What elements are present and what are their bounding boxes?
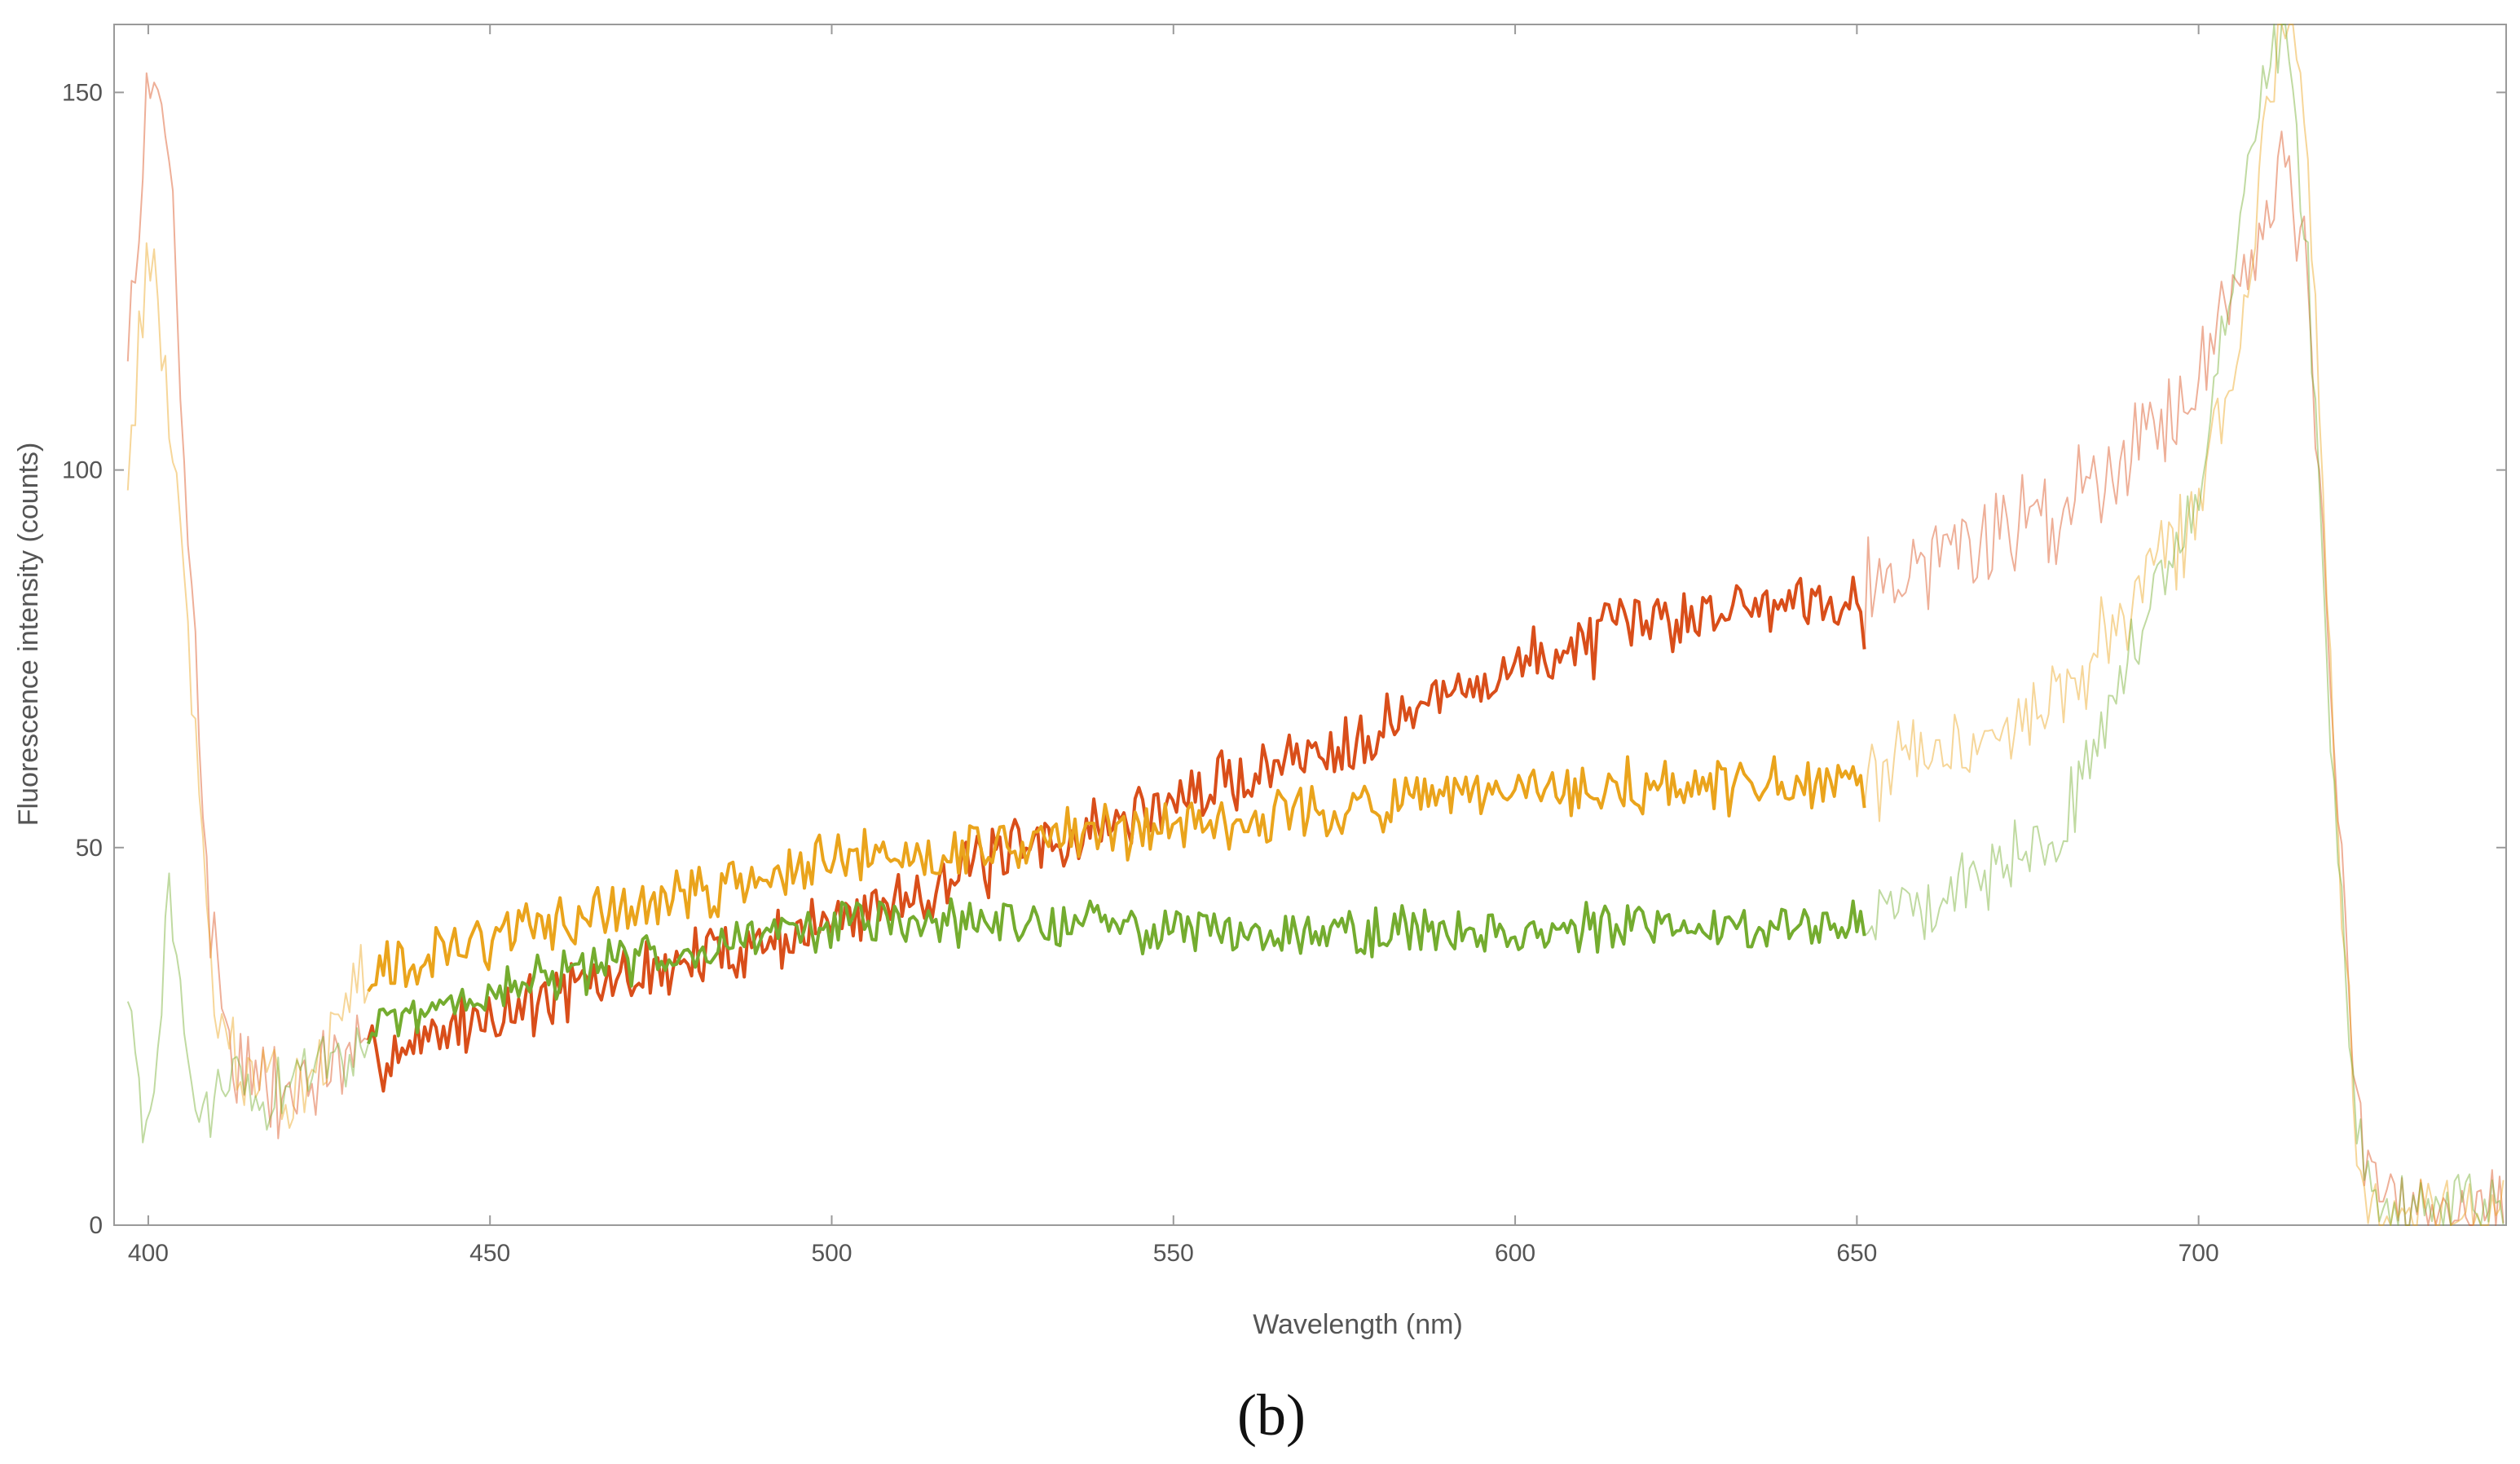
series-1: [126, 72, 2505, 1226]
series-line-faint: [1863, 24, 2505, 1226]
series-line-highlight: [367, 755, 1866, 993]
y-tick-label: 100: [62, 457, 103, 484]
plot-border: [113, 24, 2507, 1226]
x-axis-ticks: 400 450 500 550 600 650 700: [128, 24, 2219, 1267]
x-tick-label: 550: [1153, 1240, 1194, 1267]
plot-frame: [113, 24, 2507, 1226]
x-tick-label: 500: [811, 1240, 852, 1267]
y-tick-label: 150: [62, 79, 103, 106]
series-line-faint: [1863, 130, 2505, 1226]
y-axis-label: Fluorescence intensity (counts): [13, 443, 44, 827]
x-tick-label: 600: [1495, 1240, 1535, 1267]
series-line-faint: [126, 242, 369, 1129]
panel-label: (b): [1237, 1382, 1306, 1448]
y-tick-label: 50: [76, 835, 103, 862]
x-axis-label: Wavelength (nm): [1253, 1309, 1463, 1340]
x-tick-label: 700: [2179, 1240, 2219, 1267]
series-line-faint: [126, 72, 369, 1140]
x-tick-label: 450: [469, 1240, 510, 1267]
series-line-faint: [126, 872, 369, 1144]
x-tick-label: 400: [128, 1240, 169, 1267]
series-3: [126, 24, 2505, 1226]
y-tick-label: 0: [89, 1212, 103, 1239]
y-axis-ticks: 0 50 100 150: [62, 79, 2506, 1239]
series-2: [126, 24, 2505, 1226]
series-layer: [126, 24, 2505, 1226]
series-line-highlight: [366, 575, 1866, 1093]
x-tick-label: 650: [1836, 1240, 1877, 1267]
series-line-faint: [1863, 24, 2505, 1226]
series-line-highlight: [367, 897, 1866, 1045]
